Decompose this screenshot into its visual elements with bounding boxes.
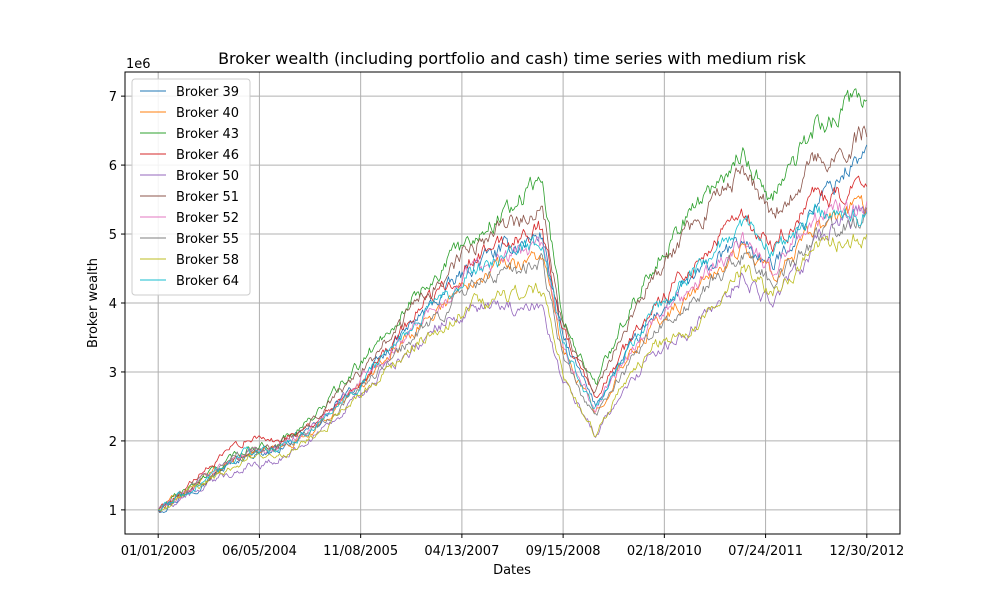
series-line-broker-58 <box>158 233 868 512</box>
y-tick-label: 3 <box>109 366 117 381</box>
y-offset-label: 1e6 <box>126 57 151 72</box>
y-tick-label: 5 <box>109 228 117 243</box>
series-lines <box>157 88 868 513</box>
y-tick-label: 1 <box>109 504 117 519</box>
y-tick-label: 6 <box>109 159 117 174</box>
x-tick-label: 07/24/2011 <box>728 544 803 559</box>
legend-label: Broker 46 <box>176 148 239 163</box>
chart-title: Broker wealth (including portfolio and c… <box>218 49 807 68</box>
x-tick-label: 04/13/2007 <box>424 544 499 559</box>
legend-label: Broker 55 <box>176 232 239 247</box>
series-line-broker-51 <box>157 125 868 513</box>
legend-label: Broker 51 <box>176 190 239 205</box>
series-line-broker-50 <box>157 205 868 513</box>
series-line-broker-64 <box>158 203 868 511</box>
x-tick-label: 09/15/2008 <box>526 544 601 559</box>
legend-label: Broker 50 <box>176 169 239 184</box>
legend-label: Broker 58 <box>176 253 239 268</box>
legend-label: Broker 52 <box>176 211 239 226</box>
series-line-broker-55 <box>157 207 868 511</box>
y-axis-title: Broker wealth <box>86 258 101 348</box>
x-tick-label: 11/08/2005 <box>323 544 398 559</box>
x-axis-title: Dates <box>493 563 531 578</box>
series-line-broker-46 <box>158 175 868 511</box>
axes: 01/01/2003 06/05/2004 11/08/2005 04/13/2007… <box>109 90 905 559</box>
y-tick-label: 4 <box>109 297 117 312</box>
legend-label: Broker 43 <box>176 127 239 142</box>
x-tick-label: 12/30/2012 <box>829 544 904 559</box>
x-tick-label: 02/18/2010 <box>627 544 702 559</box>
legend-label: Broker 64 <box>176 274 239 289</box>
y-tick-label: 2 <box>109 435 117 450</box>
y-tick-label: 7 <box>109 90 117 105</box>
x-tick-label: 01/01/2003 <box>121 544 196 559</box>
series-line-broker-52 <box>157 199 868 511</box>
legend-label: Broker 39 <box>176 85 239 100</box>
legend: Broker 39 Broker 40 Broker 43 Broker 46 Brok… <box>131 78 251 296</box>
grid <box>125 72 900 534</box>
legend-label: Broker 40 <box>176 106 239 121</box>
x-tick-label: 06/05/2004 <box>222 544 297 559</box>
